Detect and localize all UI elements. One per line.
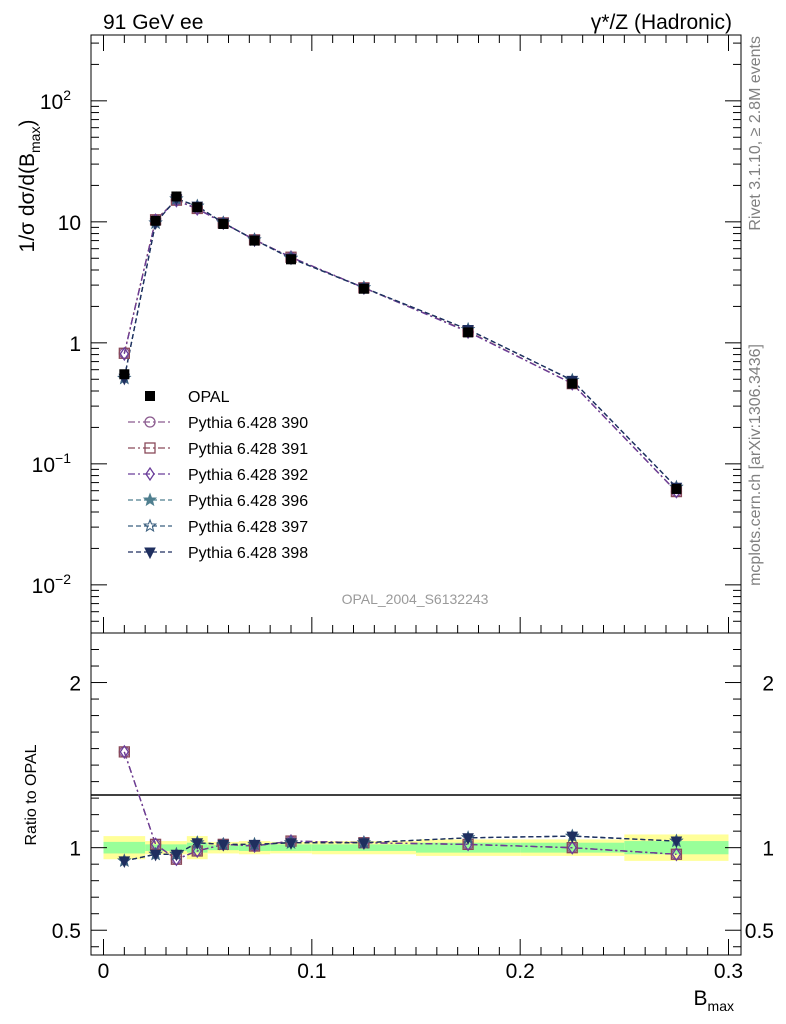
ratio-series-marker-6: [285, 838, 297, 850]
data-marker: [150, 215, 161, 226]
ratio-ytick-label-right: 2: [762, 673, 774, 696]
data-marker: [119, 369, 130, 380]
ratio-series-marker-3: [671, 847, 682, 862]
ratio-ytick-label-left: 0.5: [52, 920, 81, 943]
main-ytick-label: 10: [58, 212, 81, 235]
ratio-band-inner: [103, 841, 146, 854]
legend-label-5: Pythia 6.428 397: [188, 519, 308, 536]
data-marker: [171, 191, 182, 202]
ratio-series-marker-3: [119, 744, 130, 760]
data-marker: [358, 283, 369, 294]
ratio-series-marker-6: [191, 838, 204, 850]
legend-marker-5: [142, 518, 158, 533]
main-panel: 102 10 1 10−1 10−2 1/σ dσ/d(Bmax) OPAL_2004_…: [16, 34, 742, 634]
main-ylabel: 1/σ dσ/d(Bmax): [16, 120, 43, 253]
legend-marker-6: [144, 547, 156, 560]
ratio-xtick-label: 0: [98, 960, 110, 983]
ratio-series-marker-6: [670, 836, 683, 849]
legend-label-6: Pythia 6.428 398: [188, 545, 308, 562]
left-title: 91 GeV ee: [103, 11, 203, 34]
main-ticks: [91, 35, 741, 634]
legend-marker-3: [145, 466, 155, 482]
data-marker: [286, 254, 296, 265]
ratio-xtick-label: 0.3: [714, 960, 743, 983]
rivet-note: Rivet 3.1.10, ≥ 2.8M events: [747, 36, 764, 231]
ratio-series-line-3: [123, 751, 677, 860]
main-ytick-label: 1: [69, 333, 81, 356]
data-marker: [463, 327, 474, 338]
legend-label-3: Pythia 6.428 392: [188, 467, 308, 484]
ratio-series-marker-6: [170, 849, 183, 862]
legend-label-1: Pythia 6.428 390: [188, 415, 308, 432]
ratio-series-marker-6: [149, 849, 162, 862]
legend-marker-data: [145, 391, 155, 401]
data-marker: [671, 483, 682, 494]
data-marker: [192, 202, 203, 213]
ratio-ylabel: Ratio to OPAL: [23, 744, 40, 845]
ratio-frame: [90, 632, 742, 956]
ratio-ytick-label-right: 0.5: [745, 920, 774, 943]
ratio-series-marker-6: [248, 839, 261, 852]
ratio-xtick-label: 0.2: [506, 960, 535, 983]
ratio-series-marker-6: [118, 856, 131, 868]
legend-label-2: Pythia 6.428 391: [188, 441, 308, 458]
ratio-band-inner: [416, 842, 521, 853]
ratio-series-marker-3: [192, 843, 203, 859]
legend-label-data: OPAL: [188, 389, 230, 406]
main-ytick-label: 10−2: [32, 571, 72, 598]
main-series-marker-3: [119, 346, 130, 362]
main-ytick-label: 102: [40, 87, 71, 114]
ratio-xtick-label: 0.1: [297, 960, 326, 983]
legend-marker-1: [144, 416, 156, 428]
main-frame: [90, 34, 742, 634]
right-title: γ*/Z (Hadronic): [591, 11, 732, 34]
analysis-id: OPAL_2004_S6132243: [342, 591, 489, 607]
mcplots-note: mcplots.cern.ch [arXiv:1306.3436]: [747, 344, 764, 586]
ratio-ytick-label-left: 1: [69, 838, 81, 861]
ratio-series-marker-6: [462, 833, 474, 845]
ratio-series-layer: [117, 744, 684, 868]
legend-marker-2: [144, 442, 156, 454]
ratio-ticks: [91, 632, 741, 955]
legend: OPAL Pythia 6.428 390 Pythia 6.428 391 Pyth…: [128, 389, 308, 562]
ratio-series-marker-6: [358, 838, 370, 850]
data-marker: [218, 218, 229, 229]
main-ytick-label: 10−1: [32, 450, 72, 477]
data-marker: [249, 235, 260, 246]
ratio-ytick-label-left: 2: [69, 673, 81, 696]
ratio-series-marker-3: [567, 840, 578, 855]
ratio-panel: 0.5 0.5 1 1 2 2 0 0.1 0.2 0.3 Ratio to OPAL Bmax: [23, 632, 774, 1014]
ratio-xlabel: Bmax: [694, 987, 734, 1014]
legend-label-4: Pythia 6.428 396: [188, 493, 308, 510]
ratio-xtick-labels: 0 0.1 0.2 0.3: [98, 960, 743, 983]
main-ytick-labels: 102 10 1 10−1 10−2: [32, 87, 81, 598]
main-series-line-6: [123, 198, 677, 488]
legend-marker-4: [142, 492, 158, 507]
data-marker: [567, 378, 578, 389]
ratio-ytick-label-right: 1: [762, 838, 774, 861]
ratio-series-marker-6: [217, 839, 230, 852]
main-series-layer: [117, 191, 684, 499]
ratio-series-marker-6: [566, 831, 579, 844]
ratio-ytick-labels: 0.5 0.5 1 1 2 2: [52, 673, 774, 944]
